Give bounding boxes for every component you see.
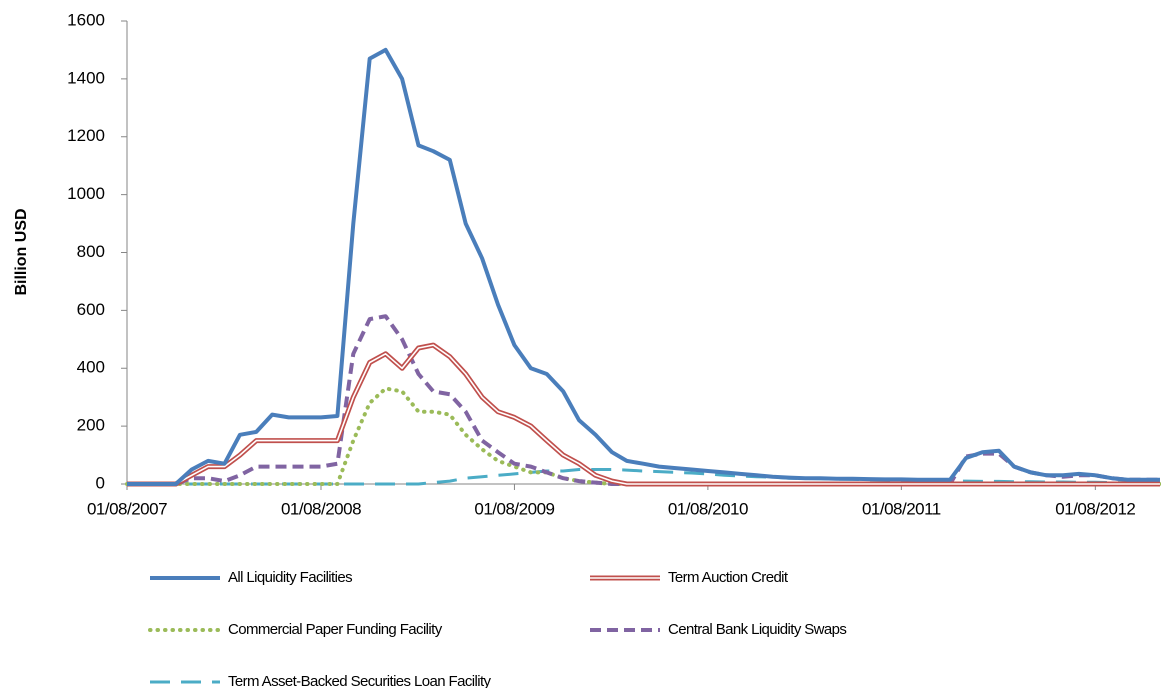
legend-label: Term Auction Credit xyxy=(668,569,789,586)
y-tick-label: 200 xyxy=(77,416,105,435)
x-tick-label: 01/08/2011 xyxy=(862,499,941,518)
series-line xyxy=(125,386,1161,486)
x-tick-label: 01/08/2010 xyxy=(668,499,748,518)
x-tick-label: 01/08/2012 xyxy=(1055,499,1135,518)
y-tick-label: 1400 xyxy=(67,68,105,87)
y-tick-label: 600 xyxy=(77,300,105,319)
y-tick-label: 800 xyxy=(77,242,105,261)
x-tick-label: 01/08/2009 xyxy=(474,499,554,518)
series-line-inner xyxy=(127,344,1160,485)
x-tick-label: 01/08/2008 xyxy=(281,499,361,518)
y-tick-label: 1000 xyxy=(67,184,105,203)
y-axis-label: Billion USD xyxy=(13,208,30,295)
legend-label: All Liquidity Facilities xyxy=(228,569,352,586)
y-tick-label: 400 xyxy=(77,358,105,377)
series-line xyxy=(127,47,1160,486)
y-tick-label: 1600 xyxy=(67,10,105,29)
legend-label: Central Bank Liquidity Swaps xyxy=(668,621,846,638)
x-tick-label: 01/08/2007 xyxy=(87,499,167,518)
y-tick-label: 0 xyxy=(96,473,105,492)
legend-label: Term Asset-Backed Securities Loan Facili… xyxy=(228,673,492,688)
y-tick-label: 1200 xyxy=(67,126,105,145)
legend-label: Commercial Paper Funding Facility xyxy=(228,621,443,638)
